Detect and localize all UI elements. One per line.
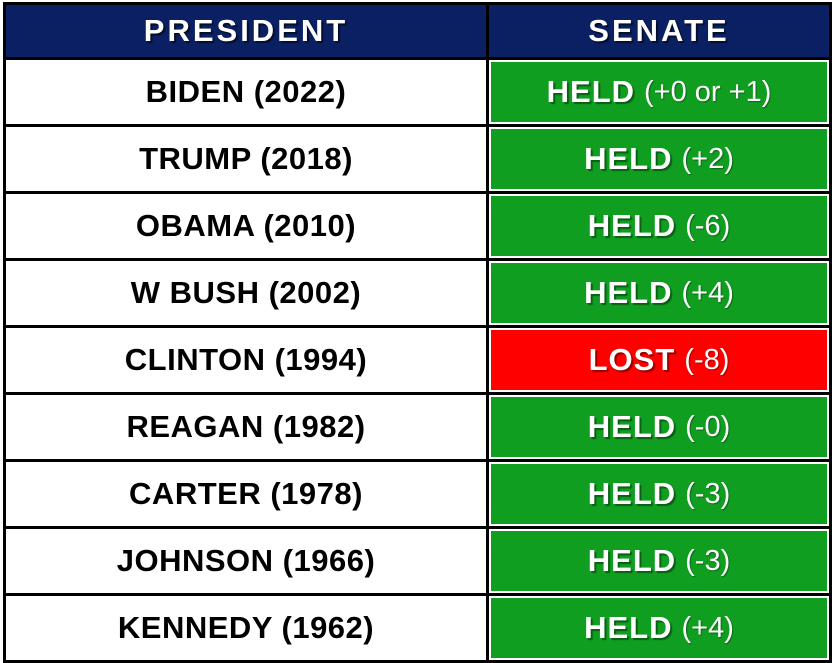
senate-cell: HELD (+4) (486, 593, 832, 663)
senate-seat-change-label: (+2) (681, 142, 734, 175)
column-header-senate: SENATE (486, 2, 832, 60)
senate-cell: HELD (-0) (486, 392, 832, 462)
senate-seat-change-label: (+4) (681, 611, 734, 644)
senate-result-label: HELD (587, 409, 677, 444)
president-label: KENNEDY (1962) (117, 610, 375, 645)
president-cell: KENNEDY (1962) (3, 593, 489, 663)
senate-seat-change-label: (+4) (681, 276, 734, 309)
senate-result-label: LOST (588, 342, 676, 377)
table-row: CARTER (1978) HELD (-3) (3, 459, 832, 529)
president-label: W BUSH (2002) (130, 275, 362, 310)
table-row: BIDEN (2022) HELD (+0 or +1) (3, 57, 832, 127)
president-cell: BIDEN (2022) (3, 57, 489, 127)
senate-result-label: HELD (587, 476, 677, 511)
senate-result-fill: HELD (-6) (491, 196, 827, 256)
table-row: OBAMA (2010) HELD (-6) (3, 191, 832, 261)
president-label: CLINTON (1994) (124, 342, 368, 377)
senate-cell: HELD (+0 or +1) (486, 57, 832, 127)
senate-cell: HELD (-3) (486, 459, 832, 529)
senate-seat-change-label: (+0 or +1) (644, 75, 772, 108)
president-label: OBAMA (2010) (135, 208, 357, 243)
table-row: TRUMP (2018) HELD (+2) (3, 124, 832, 194)
header-row: PRESIDENT SENATE (3, 2, 832, 60)
president-cell: W BUSH (2002) (3, 258, 489, 328)
president-cell: CLINTON (1994) (3, 325, 489, 395)
president-cell: JOHNSON (1966) (3, 526, 489, 596)
senate-result-fill: HELD (+4) (491, 598, 827, 658)
senate-seat-change-label: (-8) (684, 343, 730, 376)
senate-seat-change-label: (-6) (685, 209, 731, 242)
senate-result-fill: HELD (-3) (491, 531, 827, 591)
table-body: BIDEN (2022) HELD (+0 or +1) TRUMP (2018… (3, 57, 832, 663)
table-header: PRESIDENT SENATE (3, 2, 832, 60)
president-label: REAGAN (1982) (126, 409, 366, 444)
senate-result-fill: HELD (+2) (491, 129, 827, 189)
senate-result-label: HELD (587, 208, 677, 243)
senate-cell: HELD (+4) (486, 258, 832, 328)
midterm-senate-results-table: PRESIDENT SENATE BIDEN (2022) HELD (+0 o… (3, 2, 832, 663)
table-row: KENNEDY (1962) HELD (+4) (3, 593, 832, 663)
senate-result-label: HELD (584, 275, 673, 310)
president-label: CARTER (1978) (129, 476, 363, 511)
senate-result-fill: HELD (-3) (491, 464, 827, 524)
senate-cell: HELD (-3) (486, 526, 832, 596)
president-label: JOHNSON (1966) (116, 543, 376, 578)
president-cell: REAGAN (1982) (3, 392, 489, 462)
senate-result-label: HELD (546, 74, 636, 109)
table-row: CLINTON (1994) LOST (-8) (3, 325, 832, 395)
senate-cell: HELD (+2) (486, 124, 832, 194)
senate-result-label: HELD (584, 610, 673, 645)
senate-result-fill: HELD (-0) (491, 397, 827, 457)
senate-result-fill: HELD (+4) (491, 263, 827, 323)
president-cell: TRUMP (2018) (3, 124, 489, 194)
senate-seat-change-label: (-3) (685, 477, 731, 510)
table-row: REAGAN (1982) HELD (-0) (3, 392, 832, 462)
column-header-president: PRESIDENT (3, 2, 489, 60)
senate-result-label: HELD (584, 141, 673, 176)
senate-seat-change-label: (-0) (685, 410, 731, 443)
president-label: BIDEN (2022) (145, 74, 347, 109)
senate-cell: LOST (-8) (486, 325, 832, 395)
senate-seat-change-label: (-3) (685, 544, 731, 577)
senate-result-fill: HELD (+0 or +1) (491, 62, 827, 122)
senate-cell: HELD (-6) (486, 191, 832, 261)
president-cell: OBAMA (2010) (3, 191, 489, 261)
president-label: TRUMP (2018) (139, 141, 353, 176)
senate-result-label: HELD (587, 543, 677, 578)
president-cell: CARTER (1978) (3, 459, 489, 529)
table-row: W BUSH (2002) HELD (+4) (3, 258, 832, 328)
table-row: JOHNSON (1966) HELD (-3) (3, 526, 832, 596)
senate-result-fill: LOST (-8) (491, 330, 827, 390)
